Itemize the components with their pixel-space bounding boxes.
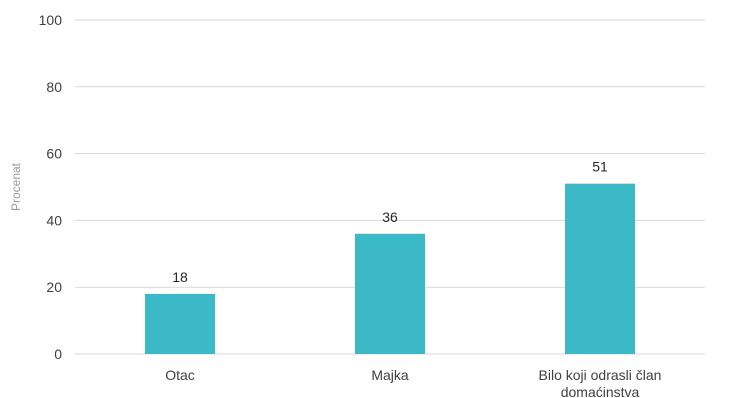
- data-label-1: 18: [172, 269, 188, 285]
- bar-3: [565, 183, 635, 354]
- y-tick-label: 60: [46, 146, 62, 162]
- x-tick-label-line: Bilo koji odrasli član: [539, 367, 662, 383]
- y-tick-label: 40: [46, 212, 62, 228]
- bar-1: [145, 293, 215, 354]
- y-axis-title: Procenat: [9, 162, 23, 211]
- x-tick-label-line: Otac: [165, 367, 195, 383]
- data-labels: 18 36 51: [172, 159, 608, 285]
- x-tick-label-2: Majka: [371, 367, 409, 383]
- y-tick-label: 20: [46, 279, 62, 295]
- x-tick-label-3: Bilo koji odrasli član domaćinstva: [539, 367, 662, 398]
- x-tick-label-line: Majka: [371, 367, 409, 383]
- data-label-2: 36: [382, 209, 398, 225]
- x-tick-label-1: Otac: [165, 367, 195, 383]
- y-axis-tick-labels: 0 20 40 60 80 100: [39, 12, 63, 362]
- y-tick-label: 80: [46, 79, 62, 95]
- x-axis-tick-labels: Otac Majka Bilo koji odrasli član domaćinst…: [165, 367, 661, 398]
- y-tick-label: 0: [54, 346, 62, 362]
- bars: [145, 183, 635, 354]
- x-tick-label-line: domaćinstva: [561, 384, 640, 398]
- y-tick-label: 100: [39, 12, 63, 28]
- data-label-3: 51: [592, 159, 608, 175]
- bar-2: [355, 233, 425, 354]
